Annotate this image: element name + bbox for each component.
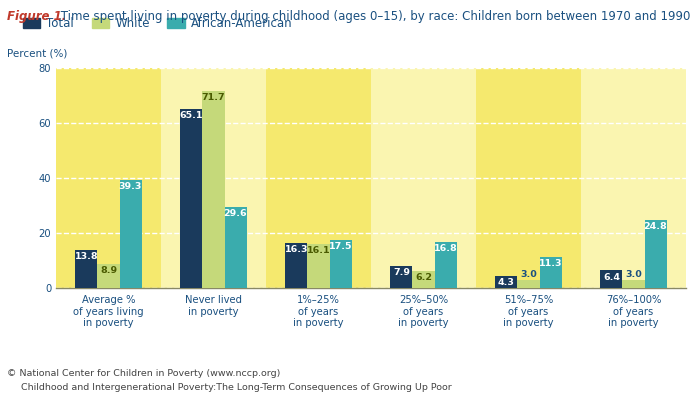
Bar	[56, 68, 161, 288]
Bar	[517, 280, 540, 288]
Text: 16.8: 16.8	[434, 244, 457, 253]
Text: 6.4: 6.4	[603, 273, 620, 282]
Text: 8.9: 8.9	[100, 266, 117, 275]
Text: 3.0: 3.0	[520, 270, 537, 279]
Text: 13.8: 13.8	[75, 252, 98, 261]
Bar	[181, 109, 202, 288]
Bar	[581, 68, 686, 288]
Text: 71.7: 71.7	[202, 93, 225, 102]
Text: Percent (%): Percent (%)	[7, 48, 67, 58]
Text: 3.0: 3.0	[625, 270, 642, 279]
Bar	[307, 244, 330, 288]
Bar	[97, 264, 120, 288]
Text: 11.3: 11.3	[539, 259, 562, 268]
Text: 29.6: 29.6	[224, 209, 247, 218]
Bar	[120, 180, 141, 288]
Bar	[225, 206, 246, 288]
Bar	[202, 91, 225, 288]
Text: Childhood and Intergenerational Poverty:The Long-Term Consequences of Growing Up: Childhood and Intergenerational Poverty:…	[21, 383, 452, 392]
Text: Time spent living in poverty during childhood (ages 0–15), by race: Children bor: Time spent living in poverty during chil…	[57, 10, 691, 23]
Text: 16.3: 16.3	[285, 245, 308, 254]
Bar	[435, 242, 456, 288]
Text: Figure 1.: Figure 1.	[7, 10, 66, 23]
Bar	[330, 240, 351, 288]
Bar	[476, 68, 581, 288]
Legend: Total, White, African-American: Total, White, African-American	[18, 12, 298, 35]
Bar	[266, 68, 371, 288]
Bar	[645, 220, 666, 288]
Text: 4.3: 4.3	[498, 278, 515, 287]
Text: 7.9: 7.9	[393, 268, 410, 278]
Bar	[540, 257, 561, 288]
Bar	[286, 243, 307, 288]
Text: 17.5: 17.5	[329, 242, 352, 251]
Bar	[161, 68, 266, 288]
Bar	[496, 276, 517, 288]
Text: 6.2: 6.2	[415, 273, 432, 282]
Bar	[391, 266, 412, 288]
Text: 65.1: 65.1	[180, 111, 203, 120]
Bar	[412, 271, 435, 288]
Text: 39.3: 39.3	[119, 182, 142, 191]
Text: 24.8: 24.8	[644, 222, 667, 231]
Bar	[622, 280, 645, 288]
Bar	[371, 68, 476, 288]
Bar	[601, 270, 622, 288]
Text: © National Center for Children in Poverty (www.nccp.org): © National Center for Children in Povert…	[7, 369, 281, 378]
Bar	[76, 250, 97, 288]
Text: 16.1: 16.1	[307, 246, 330, 255]
